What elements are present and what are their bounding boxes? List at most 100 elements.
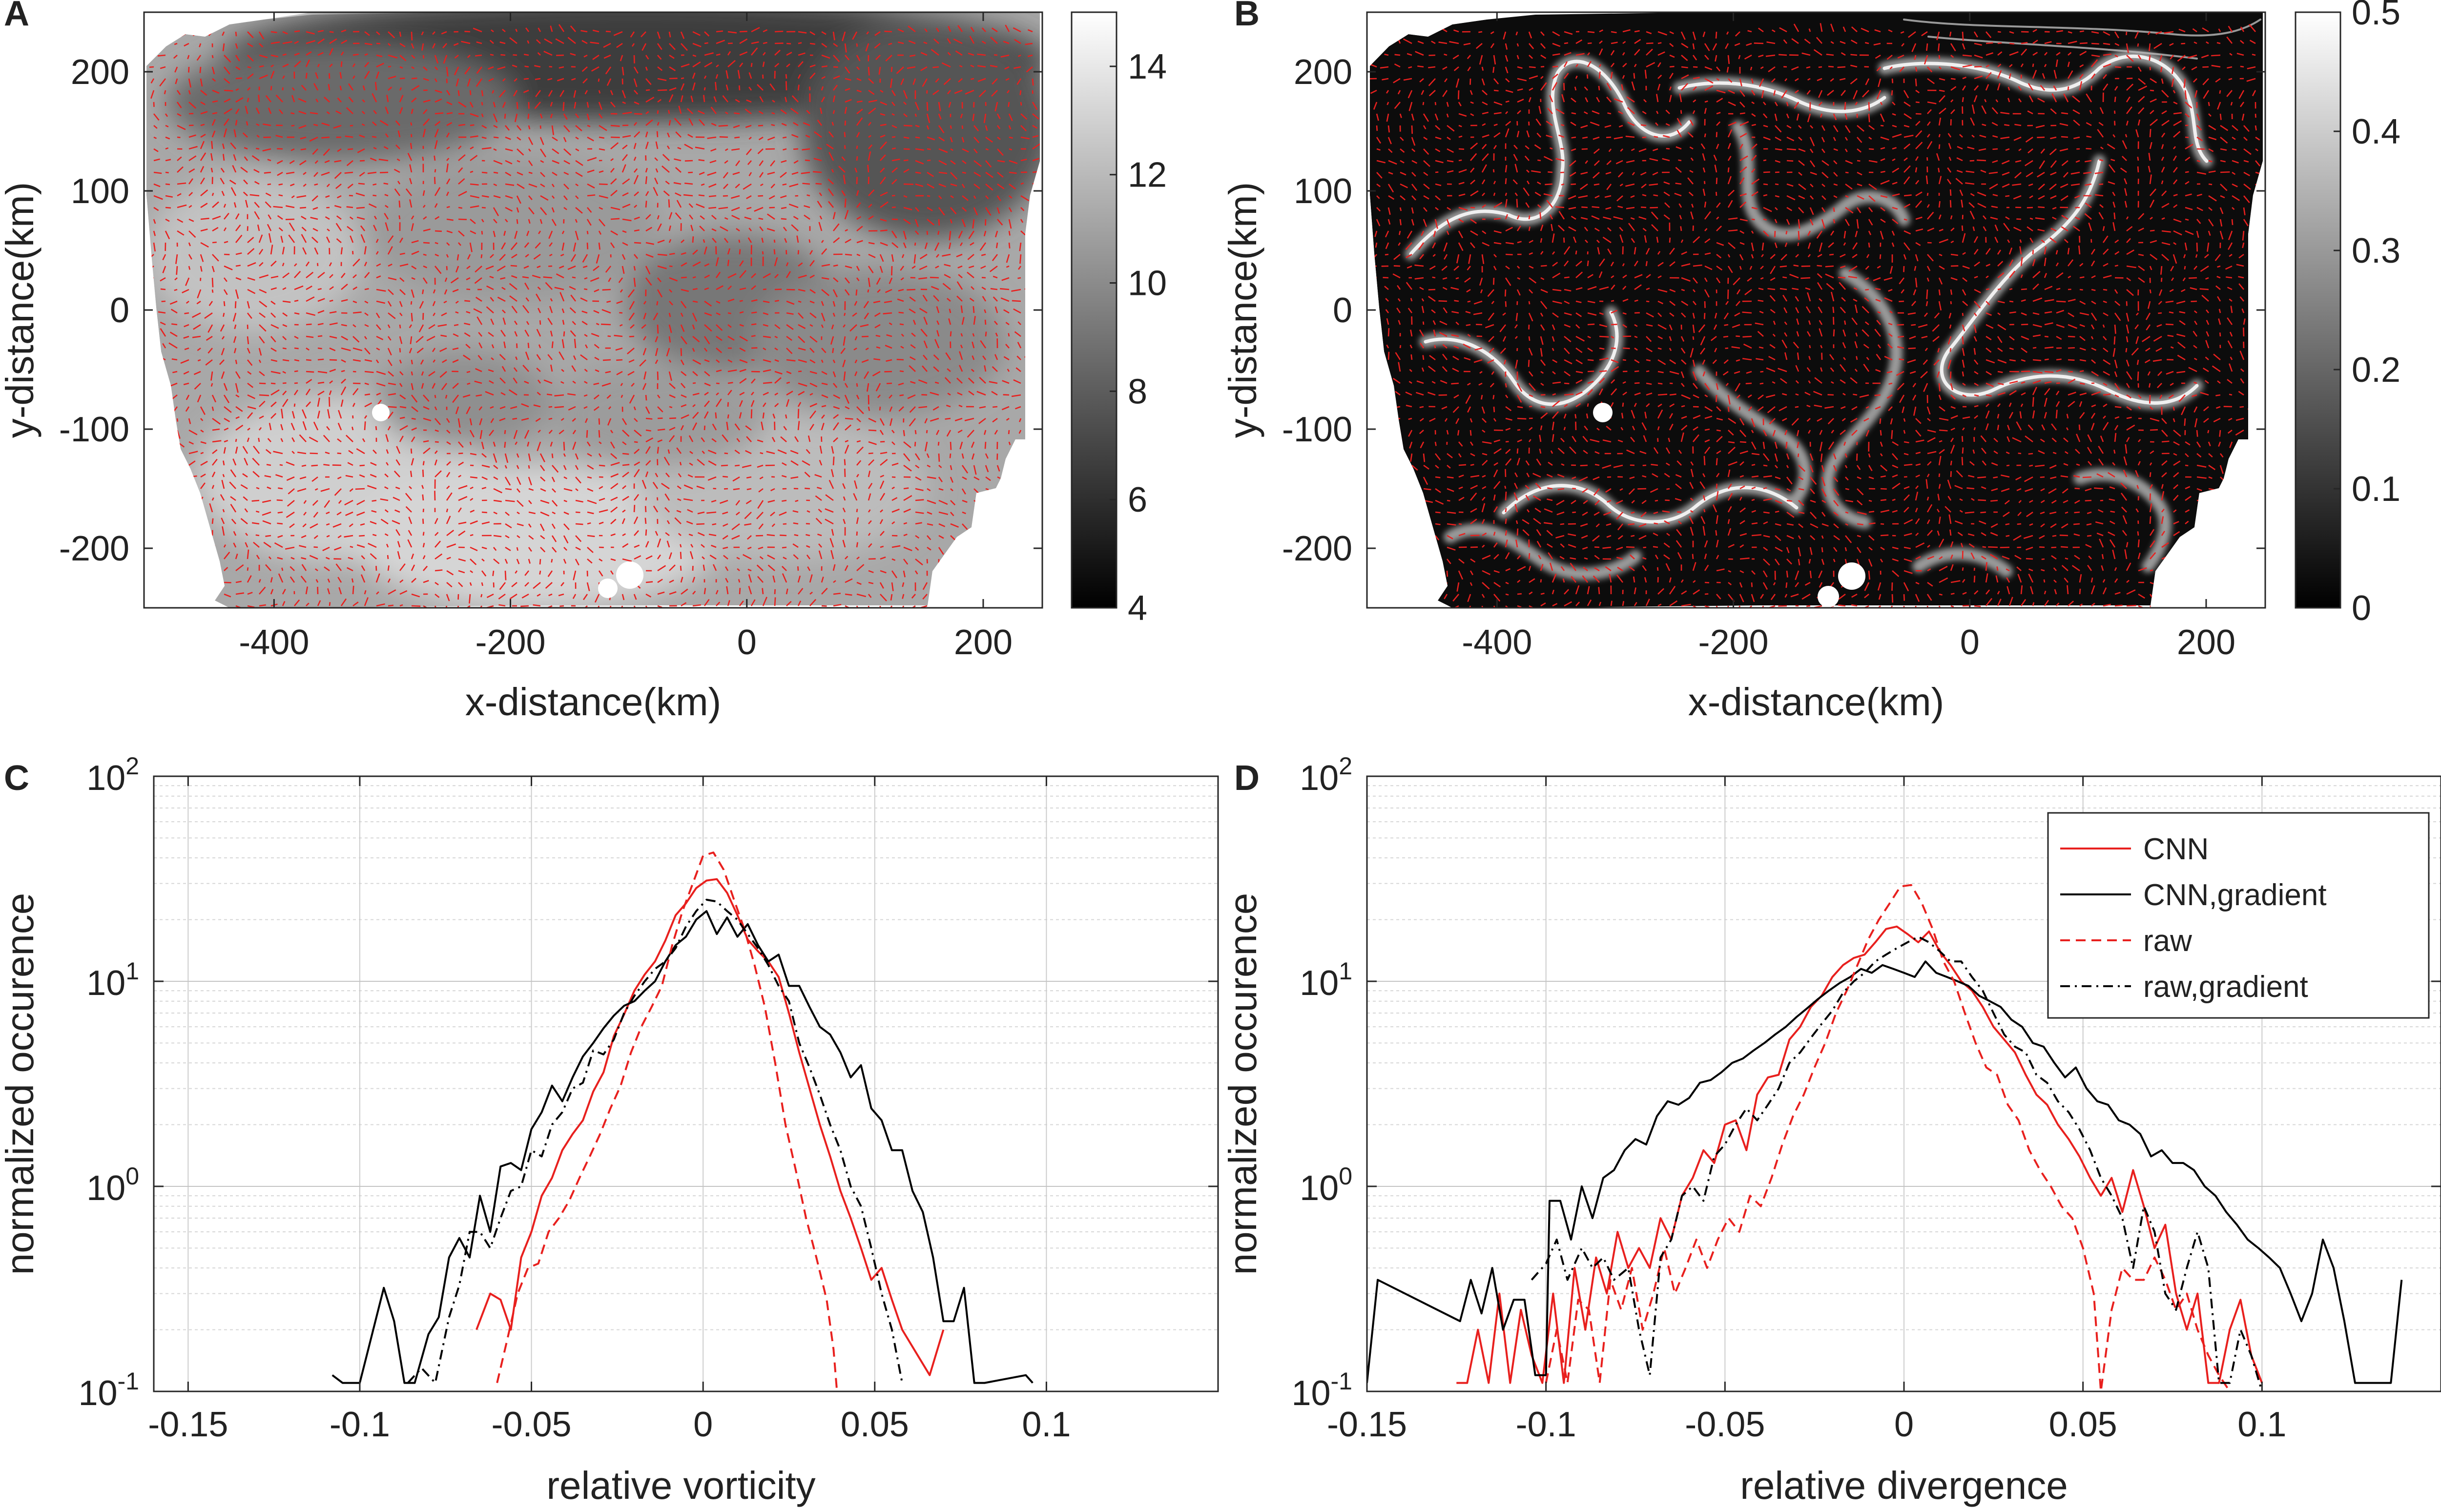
velocity-vector: [750, 400, 755, 407]
velocity-vector: [434, 128, 439, 138]
velocity-vector: [161, 300, 166, 302]
velocity-vector: [278, 183, 283, 186]
velocity-vector: [680, 577, 683, 583]
velocity-vector: [235, 371, 241, 379]
velocity-vector: [1808, 28, 1811, 32]
velocity-vector: [726, 421, 729, 431]
velocity-vector: [689, 214, 694, 220]
velocity-vector: [376, 31, 380, 36]
velocity-vector: [1393, 78, 1401, 83]
velocity-vector: [1540, 31, 1545, 36]
velocity-vector: [478, 406, 483, 411]
velocity-vector: [935, 265, 939, 269]
velocity-vector: [285, 218, 295, 221]
velocity-vector: [2089, 110, 2092, 114]
velocity-vector: [809, 42, 815, 45]
velocity-vector: [457, 418, 461, 428]
velocity-vector: [517, 183, 525, 189]
velocity-vector: [399, 42, 406, 47]
velocity-vector: [1503, 31, 1507, 40]
velocity-vector: [367, 171, 377, 174]
velocity-vector: [1950, 55, 1954, 58]
velocity-vector: [891, 521, 895, 525]
velocity-vector: [1997, 63, 2002, 67]
velocity-vector: [842, 507, 846, 513]
velocity-vector: [973, 148, 978, 154]
velocity-vector: [535, 417, 541, 422]
velocity-vector: [1505, 55, 1509, 62]
velocity-vector: [692, 31, 701, 36]
velocity-vector: [364, 394, 371, 396]
velocity-vector: [978, 417, 986, 424]
velocity-vector: [168, 342, 178, 349]
velocity-vector: [817, 119, 823, 126]
velocity-vector: [1622, 41, 1626, 44]
velocity-vector: [936, 330, 940, 337]
velocity-vector: [223, 289, 228, 295]
velocity-vector: [962, 523, 968, 530]
velocity-vector: [587, 136, 594, 142]
velocity-vector: [900, 277, 904, 281]
velocity-vector: [1911, 43, 1917, 52]
velocity-vector: [622, 204, 631, 208]
velocity-vector: [2169, 42, 2174, 46]
velocity-vector: [2061, 160, 2069, 166]
velocity-vector: [868, 459, 875, 466]
velocity-vector: [616, 371, 623, 375]
velocity-vector: [2090, 59, 2098, 67]
velocity-vector: [845, 229, 848, 232]
velocity-vector: [1959, 189, 1964, 196]
velocity-vector: [668, 324, 672, 333]
velocity-vector: [1399, 207, 1402, 211]
velocity-vector: [517, 500, 524, 507]
velocity-vector: [1851, 26, 1858, 32]
velocity-vector: [540, 547, 546, 553]
velocity-vector: [669, 394, 676, 398]
velocity-vector: [501, 366, 506, 372]
velocity-vector: [2218, 28, 2221, 32]
velocity-vector: [844, 277, 850, 284]
velocity-vector: [290, 576, 295, 583]
velocity-vector: [200, 217, 209, 220]
velocity-vector: [610, 506, 618, 513]
velocity-vector: [160, 66, 166, 69]
velocity-vector: [267, 438, 271, 442]
velocity-vector: [909, 365, 916, 372]
velocity-vector: [337, 148, 342, 152]
velocity-vector: [552, 171, 558, 176]
velocity-vector: [832, 95, 836, 103]
velocity-vector: [923, 340, 928, 349]
velocity-vector: [1992, 160, 1998, 163]
velocity-vector: [593, 394, 600, 400]
velocity-vector: [426, 335, 435, 341]
velocity-vector: [817, 201, 823, 208]
velocity-vector: [399, 301, 403, 307]
velocity-vector: [2098, 122, 2104, 126]
velocity-vector: [2090, 73, 2096, 79]
velocity-vector: [1956, 170, 1963, 173]
velocity-vector: [631, 43, 635, 47]
velocity-vector: [821, 289, 829, 296]
velocity-vector: [958, 230, 963, 239]
velocity-vector: [2229, 53, 2233, 56]
velocity-vector: [1020, 219, 1024, 223]
velocity-vector: [396, 446, 401, 454]
velocity-vector: [1376, 113, 1379, 121]
velocity-vector: [933, 38, 939, 44]
velocity-vector: [890, 66, 893, 72]
velocity-vector: [856, 605, 859, 608]
velocity-vector: [1665, 123, 1670, 126]
velocity-vector: [587, 194, 596, 197]
velocity-vector: [302, 523, 307, 528]
velocity-vector: [780, 171, 787, 178]
velocity-vector: [599, 521, 604, 525]
velocity-vector: [1453, 66, 1459, 71]
velocity-vector: [938, 499, 948, 505]
velocity-vector: [2079, 64, 2084, 68]
velocity-vector: [352, 286, 358, 290]
velocity-vector: [387, 359, 393, 366]
velocity-vector: [458, 101, 467, 108]
velocity-vector: [1791, 66, 1799, 71]
velocity-vector: [502, 317, 506, 325]
velocity-vector: [957, 265, 963, 269]
